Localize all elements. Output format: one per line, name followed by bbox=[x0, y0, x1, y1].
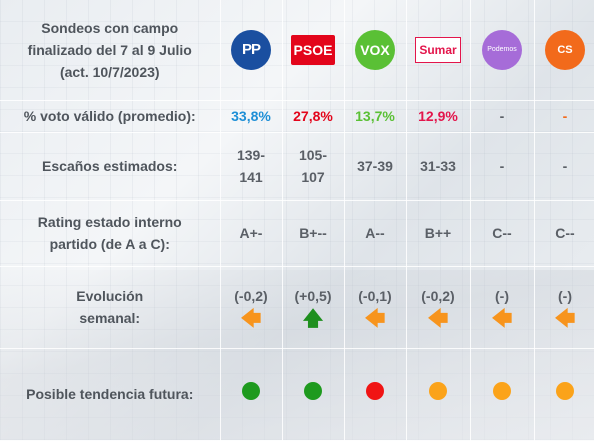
evolution-cell: (-0,2) 🡄 bbox=[406, 266, 470, 348]
evolution-cell: (-) 🡄 bbox=[470, 266, 534, 348]
rating-value: C-- bbox=[534, 200, 594, 266]
vote-value: 27,8% bbox=[282, 100, 344, 132]
party-psoe: PSOE bbox=[282, 0, 344, 100]
trend-cell bbox=[282, 348, 344, 440]
trend-cell bbox=[406, 348, 470, 440]
trend-cell bbox=[534, 348, 594, 440]
cs-logo-icon: CS bbox=[545, 30, 585, 70]
rating-value: C-- bbox=[470, 200, 534, 266]
vox-logo-icon: VOX bbox=[355, 30, 395, 70]
table-title: Sondeos con campo finalizado del 7 al 9 … bbox=[0, 0, 220, 100]
left-arrow-icon: 🡄 bbox=[535, 309, 594, 329]
vote-value: 13,7% bbox=[344, 100, 406, 132]
evolution-value: (-) bbox=[495, 288, 509, 304]
up-arrow-icon: 🡅 bbox=[283, 309, 344, 329]
evolution-value: (+0,5) bbox=[295, 288, 332, 304]
trend-dot-icon bbox=[366, 382, 384, 400]
seats-value: 37-39 bbox=[344, 132, 406, 200]
left-arrow-icon: 🡄 bbox=[345, 309, 406, 329]
left-arrow-icon: 🡄 bbox=[407, 309, 470, 329]
evolution-value: (-0,2) bbox=[421, 288, 454, 304]
rating-value: B+-- bbox=[282, 200, 344, 266]
trend-dot-icon bbox=[242, 382, 260, 400]
podemos-logo-icon: Podemos bbox=[482, 30, 522, 70]
vote-value: - bbox=[470, 100, 534, 132]
seats-value: 105- 107 bbox=[282, 132, 344, 200]
seats-value: - bbox=[534, 132, 594, 200]
trend-dot-icon bbox=[429, 382, 447, 400]
party-sumar: Sumar bbox=[406, 0, 470, 100]
seats-label: Escaños estimados: bbox=[0, 132, 220, 200]
evolution-label: Evolución semanal: bbox=[0, 266, 220, 348]
rating-value: A+- bbox=[220, 200, 282, 266]
evolution-cell: (-0,2) 🡄 bbox=[220, 266, 282, 348]
rating-label: Rating estado interno partido (de A a C)… bbox=[0, 200, 220, 266]
trend-cell bbox=[220, 348, 282, 440]
evolution-value: (-0,2) bbox=[234, 288, 267, 304]
header-row: Sondeos con campo finalizado del 7 al 9 … bbox=[0, 0, 594, 100]
party-vox: VOX bbox=[344, 0, 406, 100]
evolution-cell: (+0,5) 🡅 bbox=[282, 266, 344, 348]
vote-label: % voto válido (promedio): bbox=[0, 100, 220, 132]
rating-value: A-- bbox=[344, 200, 406, 266]
evolution-cell: (-) 🡄 bbox=[534, 266, 594, 348]
party-cs: CS bbox=[534, 0, 594, 100]
seats-value: 139- 141 bbox=[220, 132, 282, 200]
trend-cell bbox=[470, 348, 534, 440]
rating-value: B++ bbox=[406, 200, 470, 266]
party-pp: PP bbox=[220, 0, 282, 100]
party-podemos: Podemos bbox=[470, 0, 534, 100]
evolution-value: (-) bbox=[558, 288, 572, 304]
seats-value: 31-33 bbox=[406, 132, 470, 200]
trend-row: Posible tendencia futura: bbox=[0, 348, 594, 440]
evolution-row: Evolución semanal: (-0,2) 🡄 (+0,5) 🡅 (-0,1… bbox=[0, 266, 594, 348]
seats-value: - bbox=[470, 132, 534, 200]
vote-row: % voto válido (promedio): 33,8% 27,8% 13… bbox=[0, 100, 594, 132]
seats-row: Escaños estimados: 139- 141 105- 107 37-… bbox=[0, 132, 594, 200]
evolution-value: (-0,1) bbox=[358, 288, 391, 304]
pp-logo-icon: PP bbox=[231, 30, 271, 70]
trend-label: Posible tendencia futura: bbox=[0, 348, 220, 440]
vote-value: 12,9% bbox=[406, 100, 470, 132]
left-arrow-icon: 🡄 bbox=[221, 309, 282, 329]
trend-dot-icon bbox=[304, 382, 322, 400]
rating-row: Rating estado interno partido (de A a C)… bbox=[0, 200, 594, 266]
left-arrow-icon: 🡄 bbox=[471, 309, 534, 329]
evolution-cell: (-0,1) 🡄 bbox=[344, 266, 406, 348]
trend-dot-icon bbox=[493, 382, 511, 400]
sumar-logo-icon: Sumar bbox=[415, 37, 461, 63]
trend-cell bbox=[344, 348, 406, 440]
vote-value: 33,8% bbox=[220, 100, 282, 132]
trend-dot-icon bbox=[556, 382, 574, 400]
vote-value: - bbox=[534, 100, 594, 132]
psoe-logo-icon: PSOE bbox=[291, 35, 335, 65]
